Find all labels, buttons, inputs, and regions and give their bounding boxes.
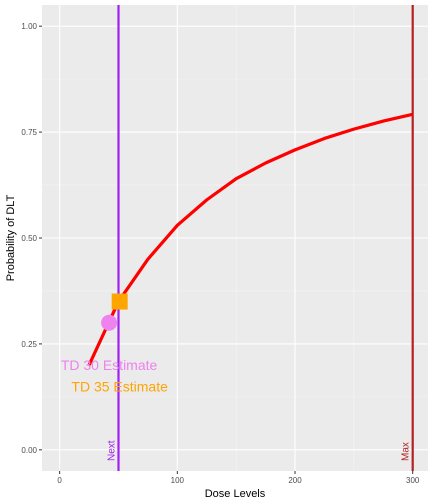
x-tick-label: 300 <box>406 476 420 485</box>
series-layer <box>87 112 414 366</box>
x-tick-label: 100 <box>171 476 185 485</box>
y-tick-label: 0.50 <box>21 234 37 243</box>
y-tick-label: 0.25 <box>21 340 37 349</box>
x-axis-ticks: 0 100 200 300 <box>57 471 420 485</box>
td35-estimate-label: TD 35 Estimate <box>71 378 168 394</box>
td30-estimate-point <box>101 314 118 331</box>
td30-estimate-label: TD 30 Estimate <box>61 357 158 373</box>
y-tick-label: 1.00 <box>21 22 37 31</box>
annotations: TD 30 Estimate TD 35 Estimate <box>61 357 168 394</box>
y-tick-label: 0.00 <box>21 446 37 455</box>
x-axis-title: Dose Levels <box>205 488 266 500</box>
x-tick-label: 200 <box>288 476 302 485</box>
y-axis-ticks: 0.00 0.25 0.50 0.75 1.00 <box>21 22 42 455</box>
x-tick-label: 0 <box>57 476 62 485</box>
vline-label-next: Next <box>106 440 117 461</box>
vertical-lines: Next Max <box>106 5 414 471</box>
dlt-curve-line <box>87 112 414 366</box>
y-tick-label: 0.75 <box>21 128 37 137</box>
estimate-points <box>101 293 128 331</box>
y-axis-title: Probability of DLT <box>5 194 17 281</box>
vline-label-max: Max <box>401 442 412 461</box>
td35-estimate-point <box>111 293 128 310</box>
